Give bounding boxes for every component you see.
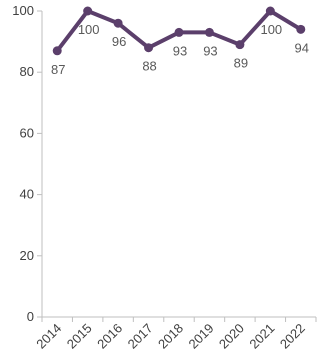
data-label: 94 bbox=[295, 40, 309, 55]
data-label: 87 bbox=[51, 62, 65, 77]
x-tick-label: 2017 bbox=[125, 321, 156, 352]
y-tick-label: 0 bbox=[27, 309, 34, 324]
x-tick-label: 2014 bbox=[33, 321, 64, 352]
data-point bbox=[265, 6, 275, 16]
x-tick-label: 2020 bbox=[216, 321, 247, 352]
y-axis: 0 20 40 60 80 100 bbox=[12, 3, 43, 324]
data-point bbox=[296, 24, 306, 34]
data-label: 100 bbox=[260, 22, 282, 37]
data-label: 93 bbox=[173, 43, 187, 58]
data-label: 88 bbox=[142, 59, 156, 74]
data-label: 93 bbox=[203, 43, 217, 58]
data-point bbox=[144, 43, 154, 53]
data-labels: 87 100 96 88 93 93 89 100 94 bbox=[51, 22, 309, 77]
x-tick-label: 2016 bbox=[94, 321, 125, 352]
data-point bbox=[52, 46, 62, 56]
y-tick-label: 60 bbox=[20, 125, 34, 140]
x-tick-label: 2019 bbox=[186, 321, 217, 352]
data-label: 96 bbox=[112, 34, 126, 49]
data-label: 100 bbox=[78, 22, 100, 37]
y-tick-label: 100 bbox=[12, 3, 34, 18]
x-axis: 2014 2015 2016 2017 2018 2019 2020 2021 2022 bbox=[33, 316, 317, 352]
x-tick-label: 2022 bbox=[277, 321, 308, 352]
data-point bbox=[204, 27, 214, 37]
x-tick-label: 2015 bbox=[64, 321, 95, 352]
y-tick-label: 20 bbox=[20, 248, 34, 263]
series-layer bbox=[52, 6, 306, 56]
x-tick-label: 2021 bbox=[246, 321, 277, 352]
data-point bbox=[113, 18, 123, 28]
y-tick-label: 80 bbox=[20, 64, 34, 79]
data-point bbox=[83, 6, 93, 16]
x-tick-label: 2018 bbox=[155, 321, 186, 352]
data-point bbox=[235, 40, 245, 50]
data-point bbox=[174, 27, 184, 37]
y-tick-label: 40 bbox=[20, 187, 34, 202]
data-label: 89 bbox=[234, 56, 248, 71]
